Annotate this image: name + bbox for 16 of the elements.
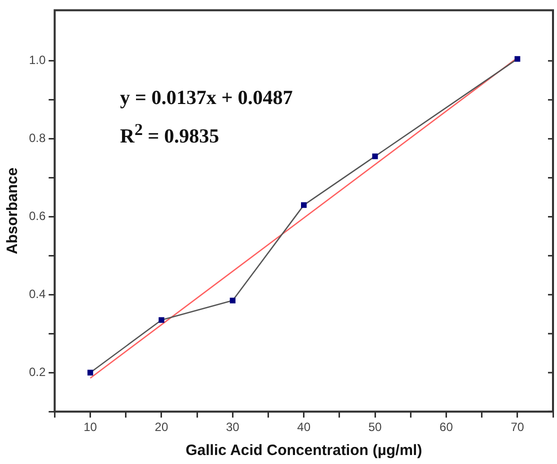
x-tick-label: 40 [297, 420, 311, 434]
x-tick-label: 20 [154, 420, 168, 434]
x-tick-label: 60 [440, 420, 454, 434]
x-tick-label: 50 [368, 420, 382, 434]
y-tick-label: 0.2 [28, 364, 46, 379]
annotation: y = 0.0137x + 0.0487 [120, 86, 293, 111]
y-tick-label: 1.0 [28, 53, 46, 68]
x-tick-label: 70 [510, 420, 524, 434]
y-axis-title: Absorbance [4, 168, 22, 254]
y-tick-label: 0.4 [28, 287, 46, 301]
y-tick-label: 0.6 [28, 209, 46, 224]
x-axis-title: Gallic Acid Concentration (µg/ml) [186, 442, 422, 460]
x-tick-label: 10 [84, 420, 98, 434]
x-tick-label: 30 [226, 420, 240, 434]
annotation: R$^{2}$ = 0.9835 [120, 119, 220, 150]
y-tick-label: 0.8 [28, 131, 46, 146]
